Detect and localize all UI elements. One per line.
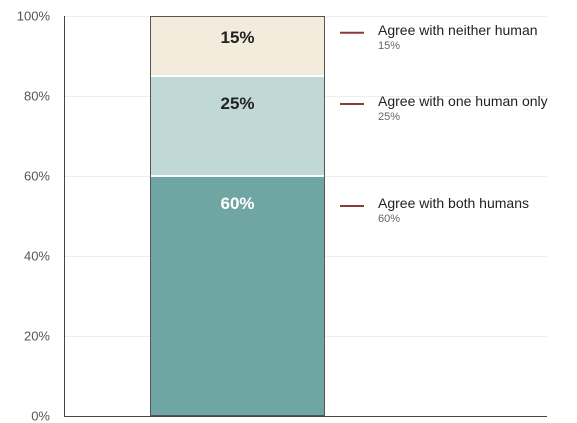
y-tick-label: 100% bbox=[17, 9, 51, 24]
bar-segment-1 bbox=[150, 176, 325, 416]
y-tick-label: 80% bbox=[24, 89, 50, 104]
legend-label: Agree with neither human bbox=[378, 22, 538, 38]
segment-value-label: 15% bbox=[220, 28, 254, 47]
legend-label: Agree with one human only bbox=[378, 93, 548, 109]
legend-value: 25% bbox=[378, 111, 400, 123]
segment-value-label: 60% bbox=[220, 194, 254, 213]
y-tick-label: 20% bbox=[24, 329, 50, 344]
bar-outline bbox=[150, 16, 325, 416]
segment-value-label: 25% bbox=[220, 94, 254, 113]
y-tick-label: 40% bbox=[24, 249, 50, 264]
bar-segment-3 bbox=[150, 16, 325, 76]
legend-value: 60% bbox=[378, 213, 400, 225]
y-tick-label: 60% bbox=[24, 169, 50, 184]
legend-label: Agree with both humans bbox=[378, 195, 529, 211]
bar-segment-2 bbox=[150, 76, 325, 176]
y-tick-label: 0% bbox=[31, 409, 50, 423]
legend-value: 15% bbox=[378, 40, 400, 52]
